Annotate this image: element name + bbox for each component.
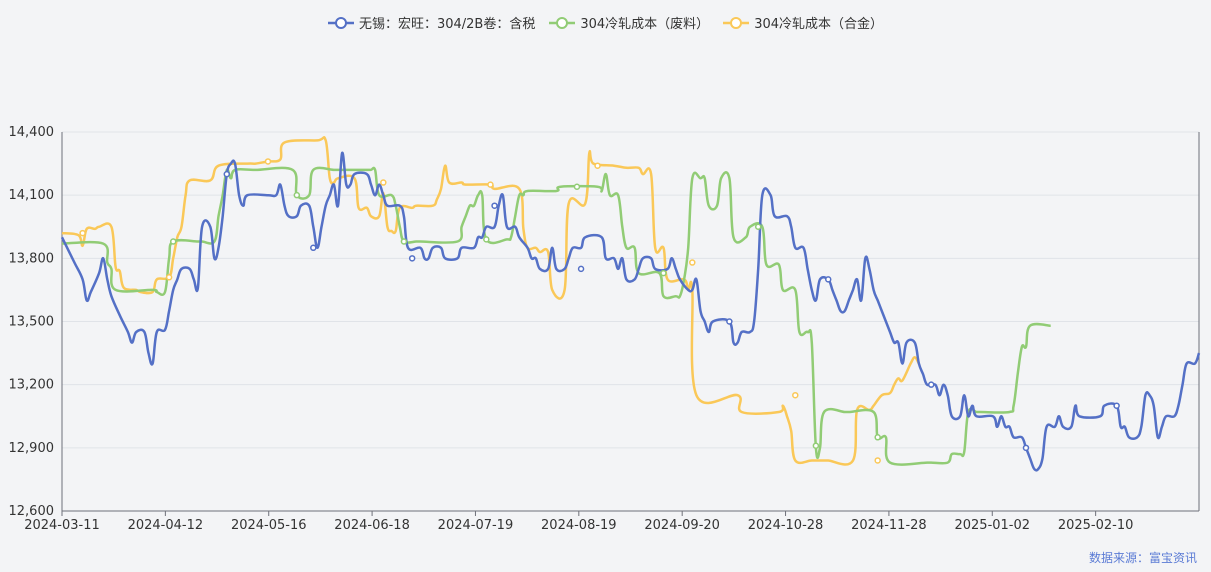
series-point (824, 276, 832, 283)
series-point (408, 255, 416, 262)
x-tick-label: 2024-09-20 (644, 518, 720, 533)
series-point (293, 191, 301, 199)
y-tick-label: 14,400 (9, 125, 55, 140)
x-tick-label: 2025-01-02 (954, 518, 1030, 533)
series-point (726, 318, 733, 325)
series-point (1022, 444, 1030, 452)
x-tick-label: 2024-06-18 (334, 518, 410, 533)
x-tick-label: 2024-11-28 (851, 518, 927, 533)
series-point (874, 434, 881, 441)
series-point (660, 269, 667, 277)
series-point (573, 183, 581, 190)
legend-line-circle-icon (723, 16, 750, 29)
x-tick-label: 2024-03-11 (24, 518, 100, 533)
series-point (310, 244, 317, 252)
legend-label: 无锡：宏旺：304/2B卷：含税 (358, 17, 536, 32)
x-tick-label: 2024-08-19 (541, 518, 617, 533)
legend-item-scrap-cost[interactable]: 304冷轧成本（废料） (549, 13, 709, 32)
series-point (264, 158, 272, 165)
series-line (60, 151, 1201, 472)
legend-line-circle-icon (327, 16, 354, 29)
series-point (165, 274, 173, 281)
legend-label: 304冷轧成本（合金） (754, 17, 884, 32)
series-point (79, 229, 86, 237)
series-point (223, 170, 231, 178)
y-tick-label: 12,600 (9, 504, 55, 519)
series-point (689, 259, 696, 266)
series-point (754, 223, 762, 230)
series-point (380, 179, 387, 186)
x-tick-label: 2024-07-19 (438, 518, 514, 533)
series-point (1113, 402, 1120, 409)
y-tick-label: 12,900 (9, 441, 55, 456)
series-point (927, 381, 935, 388)
x-tick-label: 2025-02-10 (1058, 518, 1134, 533)
legend: 无锡：宏旺：304/2B卷：含税 304冷轧成本（废料） 304冷轧成本（合金） (0, 13, 1211, 32)
x-tick-label: 2024-04-12 (128, 518, 204, 533)
legend-item-alloy-cost[interactable]: 304冷轧成本（合金） (723, 13, 883, 32)
series-point (792, 391, 799, 399)
y-tick-label: 13,200 (9, 378, 55, 393)
y-tick-label: 13,500 (9, 315, 55, 330)
series-line (61, 136, 920, 466)
legend-item-spot-price[interactable]: 无锡：宏旺：304/2B卷：含税 (327, 13, 536, 32)
y-tick-label: 13,800 (9, 251, 55, 266)
legend-label: 304冷轧成本（废料） (580, 17, 710, 32)
legend-line-circle-icon (549, 16, 576, 29)
series-point (169, 238, 177, 245)
x-tick-label: 2024-10-28 (748, 518, 824, 533)
series-point (487, 181, 494, 188)
data-source-note: 数据来源：富宝资讯 (1088, 551, 1197, 565)
x-tick-label: 2024-05-16 (231, 518, 307, 533)
series-point (491, 202, 498, 209)
y-tick-label: 14,100 (9, 188, 55, 203)
series-point (594, 162, 601, 169)
series-point (483, 236, 490, 243)
series-line (61, 166, 1051, 466)
series-point (577, 265, 585, 273)
series-point (400, 238, 408, 245)
series-point (812, 442, 820, 449)
series-point (874, 457, 881, 464)
